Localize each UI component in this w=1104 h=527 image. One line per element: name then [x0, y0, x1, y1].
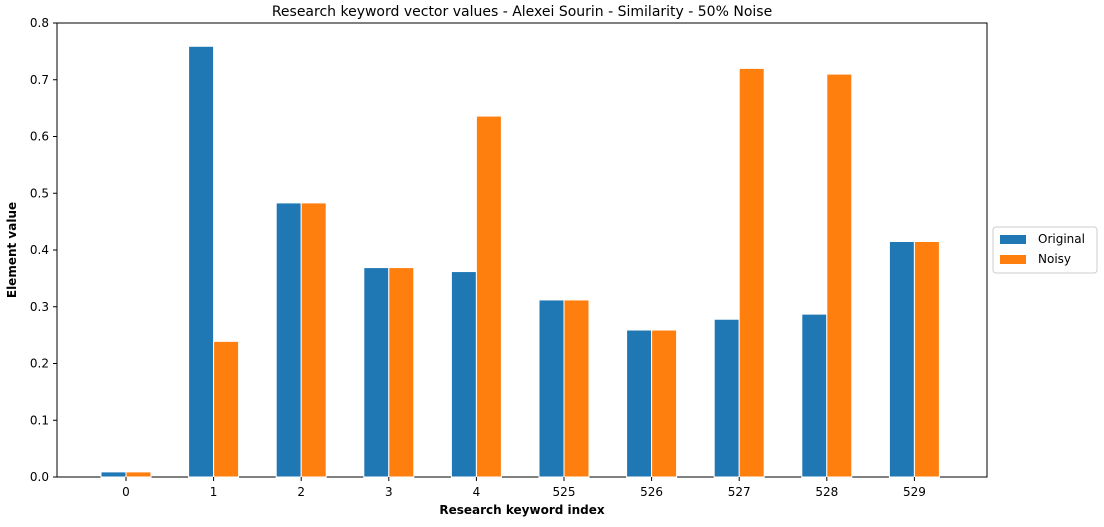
bars-layer [100, 45, 940, 478]
bar-original-526 [626, 329, 653, 478]
bar-noisy-2 [300, 202, 327, 478]
bar-original-0 [100, 471, 127, 478]
bar-original-2 [275, 202, 302, 478]
bar-original-527 [713, 318, 740, 478]
bar-noisy-4 [475, 115, 502, 478]
bar-original-525 [538, 299, 565, 478]
legend-label-original: Original [1038, 232, 1085, 246]
x-tick-label: 4 [473, 485, 481, 499]
x-axis-title: Research keyword index [439, 503, 605, 517]
x-tick-label: 527 [728, 485, 751, 499]
x-axis: 0 1 2 3 4 525 526 527 528 529 [122, 477, 926, 499]
legend-label-noisy: Noisy [1038, 252, 1071, 266]
bar-noisy-529 [913, 240, 940, 478]
bar-original-3 [363, 267, 390, 478]
y-axis: 0.0 0.1 0.2 0.3 0.4 0.5 0.6 0.7 0.8 [30, 16, 57, 484]
bar-noisy-525 [563, 299, 590, 478]
bar-original-4 [450, 271, 477, 478]
legend-swatch-original [1000, 235, 1026, 244]
bar-original-1 [188, 45, 215, 478]
y-tick-label: 0.8 [30, 16, 49, 30]
bar-noisy-526 [651, 329, 678, 478]
y-tick-label: 0.0 [30, 470, 49, 484]
bar-noisy-1 [213, 340, 240, 478]
bar-original-529 [888, 240, 915, 478]
y-tick-label: 0.1 [30, 413, 49, 427]
x-tick-label: 1 [210, 485, 218, 499]
bar-noisy-0 [125, 471, 152, 478]
x-tick-label: 529 [903, 485, 926, 499]
y-tick-label: 0.3 [30, 300, 49, 314]
bar-original-528 [801, 313, 828, 478]
bar-noisy-3 [388, 267, 415, 478]
x-tick-label: 0 [122, 485, 130, 499]
bar-noisy-528 [826, 73, 853, 478]
bar-noisy-527 [738, 67, 765, 478]
y-tick-label: 0.5 [30, 186, 49, 200]
x-tick-label: 526 [640, 485, 663, 499]
x-tick-label: 528 [815, 485, 838, 499]
legend: Original Noisy [992, 226, 1098, 274]
x-tick-label: 525 [553, 485, 576, 499]
chart-title: Research keyword vector values - Alexei … [272, 4, 772, 20]
y-tick-label: 0.7 [30, 73, 49, 87]
y-tick-label: 0.4 [30, 243, 49, 257]
y-tick-label: 0.2 [30, 357, 49, 371]
y-tick-label: 0.6 [30, 130, 49, 144]
x-tick-label: 3 [385, 485, 393, 499]
y-axis-title: Element value [5, 202, 19, 298]
x-tick-label: 2 [297, 485, 305, 499]
legend-swatch-noisy [1000, 255, 1026, 264]
